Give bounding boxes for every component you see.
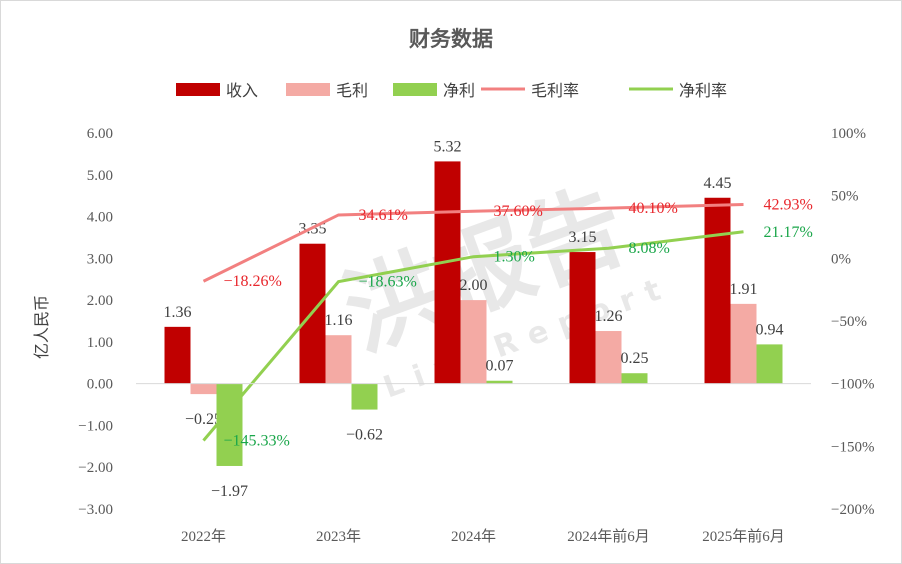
bar-毛利	[190, 383, 217, 395]
bar-data-label: 0.25	[621, 350, 649, 367]
y2-tick-label: −100%	[831, 377, 874, 393]
y-tick-label: 2.00	[87, 293, 113, 309]
line-data-label: 21.17%	[764, 224, 813, 241]
line-data-label: 40.10%	[629, 200, 678, 217]
bar-收入	[434, 161, 461, 384]
y-tick-label: −2.00	[78, 460, 113, 476]
bar-净利	[216, 383, 243, 466]
line-data-label: 8.08%	[629, 240, 670, 257]
legend-item-3: 毛利率	[481, 81, 579, 100]
line-data-label: −18.63%	[359, 274, 417, 291]
bar-data-label: −0.25	[185, 411, 222, 428]
bar-data-label: −0.62	[346, 427, 383, 444]
bar-毛利	[730, 303, 757, 384]
y2-tick-label: −150%	[831, 439, 874, 455]
y2-tick-label: 100%	[831, 126, 866, 142]
x-tick-label: 2024年前6月	[567, 528, 650, 545]
chart-title: 财务数据	[409, 27, 493, 51]
bar-data-label: −1.97	[211, 483, 248, 500]
line-data-label: 1.30%	[494, 249, 535, 266]
line-data-label: 34.61%	[359, 207, 408, 224]
bar-净利	[486, 380, 513, 384]
y-tick-label: −1.00	[78, 418, 113, 434]
bar-data-label: 2.00	[460, 277, 488, 294]
bar-收入	[704, 197, 731, 384]
legend-swatch	[176, 83, 220, 96]
y-tick-label: 3.00	[87, 251, 113, 267]
y-tick-label: 4.00	[87, 210, 113, 226]
legend-label: 毛利	[336, 81, 368, 100]
bar-净利	[756, 344, 783, 384]
bar-data-label: 1.91	[730, 281, 758, 298]
line-data-label: 42.93%	[764, 197, 813, 214]
y-axis-left: 6.00 5.00 4.00 3.00 2.00 1.00 0.00 −1.00 −2.00 −3…	[78, 126, 113, 518]
bar-净利	[351, 383, 378, 410]
legend-label: 收入	[226, 81, 258, 100]
bar-data-label: 4.45	[704, 175, 732, 192]
bar-净利	[621, 373, 648, 384]
bar-收入	[164, 326, 191, 384]
legend-label: 毛利率	[531, 81, 579, 100]
y2-tick-label: −50%	[831, 314, 867, 330]
legend-label: 净利	[443, 81, 475, 100]
bar-data-label: 1.36	[164, 304, 192, 321]
x-tick-label: 2023年	[316, 528, 361, 545]
bar-毛利	[325, 335, 352, 384]
bar-毛利	[595, 331, 622, 384]
y-tick-label: 0.00	[87, 377, 113, 393]
legend-item-0: 收入	[176, 81, 258, 100]
x-axis: 2022年 2023年 2024年 2024年前6月 2025年前6月	[136, 383, 811, 545]
y2-tick-label: 50%	[831, 189, 859, 205]
y-tick-label: −3.00	[78, 502, 113, 518]
line-data-label: −18.26%	[224, 273, 282, 290]
lines-layer: −18.26% 34.61% 37.60% 40.10% 42.93% −145.33% −…	[202, 197, 813, 449]
y2-tick-label: 0%	[831, 251, 851, 267]
legend-swatch	[286, 83, 330, 96]
legend-item-1: 毛利	[286, 81, 368, 100]
x-tick-label: 2022年	[181, 528, 226, 545]
y-axis-title: 亿人民币	[32, 295, 51, 359]
y-axis-right: 100% 50% 0% −50% −100% −150% −200%	[831, 126, 874, 518]
bar-收入	[569, 252, 596, 384]
bar-毛利	[460, 300, 487, 384]
legend-item-2: 净利	[393, 81, 475, 100]
y-tick-label: 6.00	[87, 126, 113, 142]
bar-data-label: 0.94	[756, 321, 784, 338]
x-tick-label: 2024年	[451, 528, 496, 545]
y-tick-label: 1.00	[87, 335, 113, 351]
legend: 收入 毛利 净利 毛利率 净利率	[176, 81, 727, 100]
bar-data-label: 1.16	[325, 312, 353, 329]
legend-label: 净利率	[679, 81, 727, 100]
bar-data-label: 0.07	[486, 358, 514, 375]
bar-data-label: 3.15	[569, 229, 597, 246]
y-tick-label: 5.00	[87, 168, 113, 184]
x-tick-label: 2025年前6月	[702, 528, 785, 545]
line-data-label: −145.33%	[224, 432, 290, 449]
legend-swatch	[393, 83, 437, 96]
line-data-label: 37.60%	[494, 203, 543, 220]
legend-item-4: 净利率	[629, 81, 727, 100]
bar-data-label: 5.32	[434, 138, 462, 155]
bars-layer: 1.363.355.323.154.45−0.251.162.001.261.9…	[164, 138, 784, 500]
y2-tick-label: −200%	[831, 502, 874, 518]
bar-data-label: 1.26	[595, 308, 623, 325]
